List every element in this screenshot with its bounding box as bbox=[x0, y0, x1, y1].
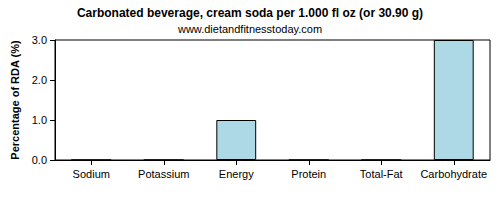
svg-text:Energy: Energy bbox=[219, 168, 254, 180]
svg-text:Carbonated beverage, cream sod: Carbonated beverage, cream soda per 1.00… bbox=[77, 6, 423, 20]
svg-text:1.0: 1.0 bbox=[32, 114, 47, 126]
svg-text:Protein: Protein bbox=[291, 168, 326, 180]
svg-text:Percentage of RDA (%): Percentage of RDA (%) bbox=[9, 40, 21, 160]
svg-text:Sodium: Sodium bbox=[73, 168, 110, 180]
svg-text:Total-Fat: Total-Fat bbox=[360, 168, 403, 180]
svg-text:3.0: 3.0 bbox=[32, 34, 47, 46]
svg-text:0.0: 0.0 bbox=[32, 154, 47, 166]
svg-text:www.dietandfitnesstoday.com: www.dietandfitnesstoday.com bbox=[177, 23, 322, 35]
svg-text:Carbohydrate: Carbohydrate bbox=[420, 168, 487, 180]
svg-text:2.0: 2.0 bbox=[32, 74, 47, 86]
svg-text:Potassium: Potassium bbox=[138, 168, 189, 180]
